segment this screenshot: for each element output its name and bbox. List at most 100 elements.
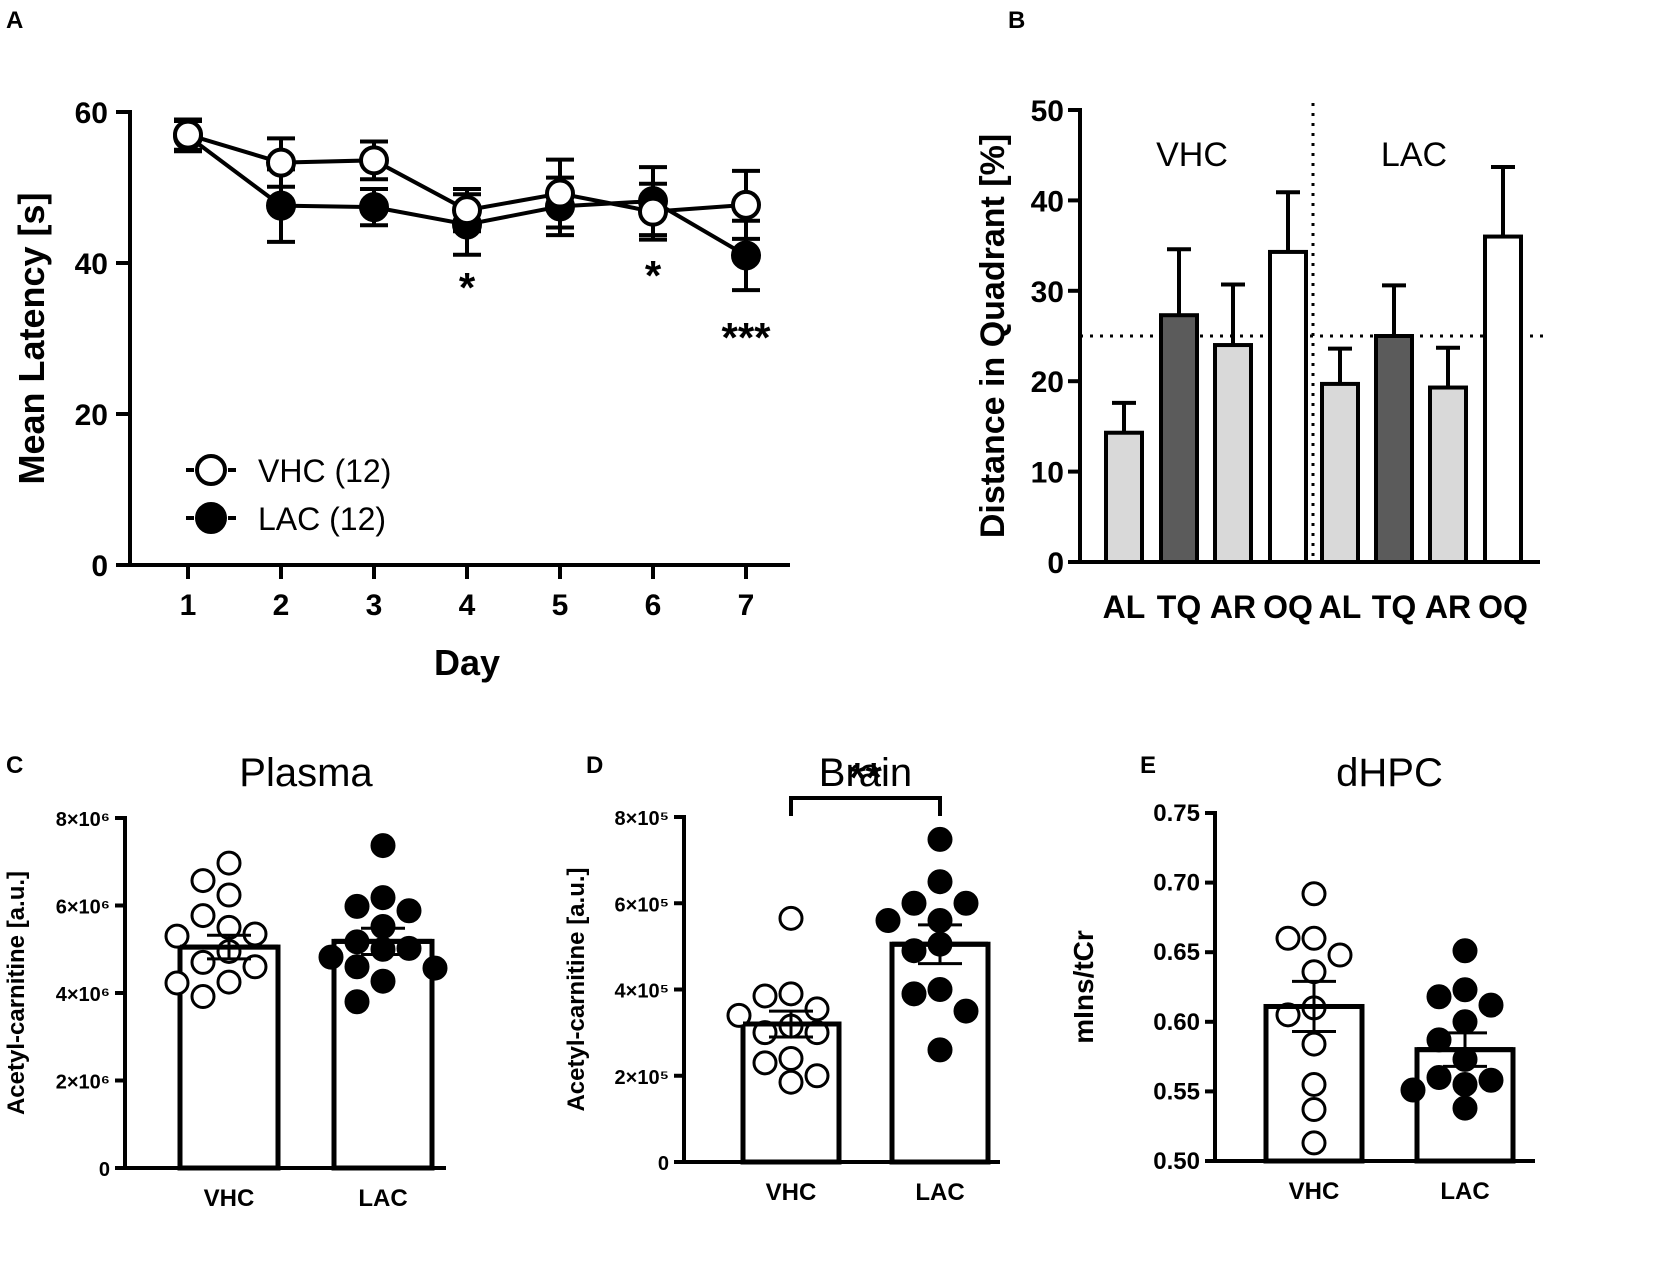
data-point-lac bbox=[927, 869, 953, 895]
data-point-vhc bbox=[359, 145, 389, 176]
y-tick-label: 20 bbox=[1031, 366, 1064, 399]
y-tick-label: 0 bbox=[658, 1153, 669, 1175]
data-point-lac bbox=[344, 989, 370, 1015]
y-tick-label: 6×10⁵ bbox=[615, 894, 669, 916]
significance-star: *** bbox=[721, 314, 771, 361]
panel-label-b: B bbox=[1008, 7, 1025, 34]
panel-title: Plasma bbox=[239, 751, 373, 795]
x-tick-label: VHC bbox=[766, 1179, 817, 1206]
x-tick-label: OQ bbox=[1263, 589, 1313, 625]
data-point-vhc bbox=[1301, 1130, 1327, 1156]
significance-star: ** bbox=[849, 754, 882, 801]
y-tick-label: 6×10⁶ bbox=[56, 897, 110, 919]
y-tick-label: 2×10⁶ bbox=[56, 1072, 110, 1094]
x-tick-label: 2 bbox=[273, 589, 290, 622]
data-point-vhc bbox=[1301, 1031, 1327, 1057]
data-point-vhc bbox=[216, 882, 242, 908]
significance-star: * bbox=[645, 252, 662, 299]
data-point-vhc bbox=[1301, 1096, 1327, 1122]
y-tick-label: 0 bbox=[91, 550, 108, 583]
panel-title: Brain bbox=[819, 751, 912, 795]
x-tick-label: LAC bbox=[358, 1185, 407, 1212]
data-point-lac bbox=[1478, 992, 1504, 1018]
data-point-lac bbox=[927, 977, 953, 1002]
x-tick-label: AL bbox=[1103, 589, 1146, 625]
data-point-vhc bbox=[190, 949, 216, 975]
bar-vhc-al bbox=[1104, 430, 1144, 564]
data-point-lac bbox=[875, 908, 901, 933]
data-point-vhc bbox=[1301, 959, 1327, 985]
bar-vhc-tq bbox=[1159, 313, 1199, 565]
data-point-vhc bbox=[726, 1002, 752, 1028]
y-tick-label: 20 bbox=[75, 399, 108, 432]
y-tick-label: 0.70 bbox=[1153, 870, 1200, 897]
data-point-vhc bbox=[1301, 1071, 1327, 1097]
data-point-lac bbox=[359, 192, 389, 223]
data-point-vhc bbox=[778, 1046, 804, 1071]
y-tick-label: 0.75 bbox=[1153, 800, 1200, 827]
data-point-lac bbox=[370, 885, 396, 911]
data-point-lac bbox=[953, 998, 979, 1024]
x-tick-label: VHC bbox=[204, 1185, 255, 1212]
y-axis-title: Acetyl-carnitine [a.u.] bbox=[3, 871, 30, 1115]
data-point-lac bbox=[901, 981, 927, 1007]
data-point-lac bbox=[1426, 1064, 1452, 1090]
y-tick-label: 4×10⁶ bbox=[56, 984, 110, 1006]
data-point-lac bbox=[927, 1037, 953, 1063]
data-point-vhc bbox=[752, 1050, 778, 1076]
data-point-lac bbox=[318, 944, 344, 970]
panel-label-a: A bbox=[6, 7, 23, 34]
data-point-vhc bbox=[190, 903, 216, 929]
data-point-vhc bbox=[164, 923, 190, 949]
data-point-vhc bbox=[638, 196, 668, 227]
bar-vhc-ar bbox=[1213, 343, 1253, 565]
data-point-lac bbox=[1426, 984, 1452, 1010]
x-tick-label: LAC bbox=[1440, 1178, 1489, 1205]
data-point-lac bbox=[927, 826, 953, 852]
data-point-lac bbox=[901, 890, 927, 916]
y-tick-label: 0.60 bbox=[1153, 1009, 1200, 1036]
panel-title: dHPC bbox=[1336, 751, 1443, 795]
data-point-vhc bbox=[778, 981, 804, 1007]
data-point-vhc bbox=[1275, 925, 1301, 951]
data-point-lac bbox=[266, 190, 296, 221]
x-tick-label: 1 bbox=[180, 589, 197, 622]
data-point-vhc bbox=[1301, 925, 1327, 951]
data-point-vhc bbox=[804, 1063, 830, 1089]
data-point-lac bbox=[1478, 1067, 1504, 1093]
y-tick-label: 60 bbox=[75, 97, 108, 130]
legend-marker-lac bbox=[195, 502, 227, 534]
y-tick-label: 8×10⁵ bbox=[615, 808, 669, 830]
data-point-lac bbox=[396, 898, 422, 924]
significance-star: * bbox=[459, 264, 476, 311]
data-point-vhc bbox=[242, 954, 268, 980]
x-tick-label: TQ bbox=[1157, 589, 1201, 625]
data-point-vhc bbox=[1275, 1002, 1301, 1028]
x-tick-label: AR bbox=[1425, 589, 1471, 625]
y-tick-label: 40 bbox=[1031, 185, 1064, 218]
x-tick-label: 3 bbox=[366, 589, 383, 622]
bar-vhc-oq bbox=[1268, 249, 1308, 564]
y-tick-label: 0.65 bbox=[1153, 939, 1200, 966]
data-point-lac bbox=[1400, 1077, 1426, 1103]
data-point-lac bbox=[1452, 1071, 1478, 1097]
data-point-vhc bbox=[266, 147, 296, 178]
data-point-lac bbox=[1452, 1009, 1478, 1035]
data-point-vhc bbox=[778, 905, 804, 931]
data-point-vhc bbox=[216, 969, 242, 995]
legend-label-lac: LAC (12) bbox=[258, 501, 386, 537]
data-point-vhc bbox=[778, 1069, 804, 1095]
data-point-vhc bbox=[731, 189, 761, 220]
data-point-lac bbox=[344, 893, 370, 919]
data-point-vhc bbox=[164, 970, 190, 996]
panel-label-c: C bbox=[6, 752, 23, 779]
y-tick-label: 10 bbox=[1031, 457, 1064, 490]
data-point-vhc bbox=[545, 178, 575, 209]
panel-d-brain-chart: VHC LAC 0 2×10⁵ 4×10⁵ 6×10⁵ 8×10⁵ Brain Acetyl-c… bbox=[563, 751, 1000, 1206]
x-tick-label: AL bbox=[1319, 589, 1362, 625]
x-tick-label: TQ bbox=[1372, 589, 1416, 625]
panel-e-dhpc-chart: VHC LAC 0.50 0.55 0.60 0.65 0.70 0.75 dHPC mIns/t… bbox=[1068, 751, 1535, 1205]
